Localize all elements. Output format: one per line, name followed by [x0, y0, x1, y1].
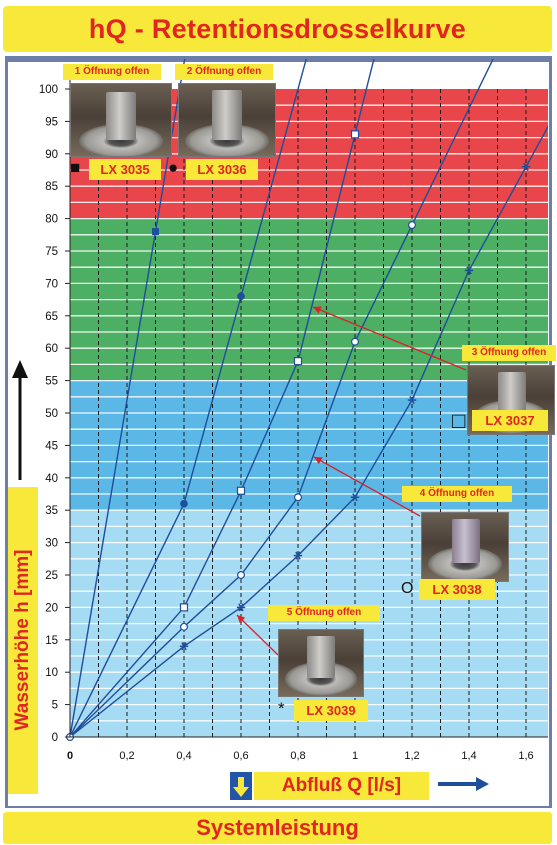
legend-symbol-lx3035: ■ [70, 158, 81, 177]
down-arrow-icon [233, 777, 249, 797]
series-line-lx3037 [70, 59, 375, 737]
photo-lx3039 [278, 629, 364, 697]
legend-symbol-lx3037: □ [452, 408, 466, 433]
data-point-lx3036 [180, 499, 188, 508]
y-tick-label: 50 [45, 408, 58, 420]
x-tick-label: 0,6 [233, 750, 248, 762]
callout-arrow-5 [236, 614, 279, 656]
y-tick-label: 0 [52, 732, 58, 744]
legend-symbol-lx3039: * [278, 699, 285, 718]
data-point-lx3039 [407, 396, 417, 405]
y-tick-label: 5 [52, 700, 58, 712]
y-tick-label: 100 [39, 84, 58, 96]
data-point-lx3039 [293, 551, 303, 560]
legend-lx3037: LX 3037 [472, 410, 548, 431]
y-tick-label: 10 [45, 667, 58, 679]
y-tick-label: 90 [45, 149, 58, 161]
data-point-lx3039 [236, 603, 246, 612]
asterisk-stroke [352, 493, 358, 502]
down-arrow-box [230, 772, 252, 800]
y-tick-label: 85 [45, 181, 58, 193]
asterisk-stroke [238, 603, 244, 612]
y-axis-label: Wasserhöhe h [mm] [12, 549, 33, 731]
series-line-lx3036 [70, 59, 307, 737]
footer-label: Systemleistung [196, 815, 359, 840]
x-axis-label-box [254, 772, 429, 800]
callout-arrow-3 [312, 306, 467, 371]
label-opening-2: 2 Öffnung offen [175, 64, 273, 80]
title-bar: hQ - Retentionsdrosselkurve [3, 6, 552, 52]
y-axis-label-box [8, 487, 38, 794]
asterisk-stroke [409, 396, 415, 405]
legend-symbol-lx3036: ● [168, 158, 179, 177]
y-tick-label: 70 [45, 278, 58, 290]
data-point-lx3039 [350, 493, 360, 502]
data-point-lx3037 [293, 357, 303, 366]
y-tick-label: 35 [45, 505, 58, 517]
x-tick-label: 0,2 [119, 750, 134, 762]
x-tick-label: 0,8 [290, 750, 305, 762]
y-tick-label: 25 [45, 570, 58, 582]
x-tick-label: 1 [352, 750, 358, 762]
data-point-lx3037 [350, 130, 360, 139]
callout-arrow-4 [313, 456, 421, 517]
legend-lx3038: LX 3038 [419, 579, 495, 600]
photo-lx3036 [178, 83, 276, 157]
data-point-lx3038 [408, 221, 417, 230]
x-tick-label: 0,4 [176, 750, 191, 762]
y-tick-label: 65 [45, 311, 58, 323]
x-tick-label: 1,2 [404, 750, 419, 762]
y-tick-label: 30 [45, 538, 58, 550]
photo-lx3035 [70, 83, 172, 157]
legend-lx3035: LX 3035 [89, 159, 161, 180]
x-axis-label: Abfluß Q [l/s] [281, 775, 402, 796]
legend-lx3039: LX 3039 [294, 700, 368, 721]
data-point-lx3039 [179, 642, 189, 651]
legend-symbol-lx3038: O [401, 580, 414, 597]
data-point-lx3039 [464, 266, 474, 275]
up-arrow-head-icon [12, 360, 28, 378]
chart-title: hQ - Retentionsdrosselkurve [88, 14, 467, 44]
legend-lx3036: LX 3036 [186, 159, 258, 180]
label-opening-5: 5 Öffnung offen [268, 605, 380, 621]
x-tick-label: 1,6 [518, 750, 533, 762]
data-point-lx3038 [180, 622, 189, 631]
photo-lx3038 [421, 512, 509, 582]
y-tick-label: 75 [45, 246, 58, 258]
data-point-lx3039 [521, 162, 531, 171]
data-point-lx3037 [236, 486, 246, 495]
asterisk-stroke [295, 551, 301, 560]
data-point-lx3037 [179, 603, 189, 612]
label-opening-4: 4 Öffnung offen [402, 486, 512, 502]
y-tick-label: 20 [45, 602, 58, 614]
y-tick-label: 15 [45, 635, 58, 647]
asterisk-stroke [181, 642, 187, 651]
y-tick-label: 40 [45, 473, 58, 485]
data-point-lx3035 [152, 228, 159, 236]
x-tick-label: 0 [67, 750, 73, 762]
right-arrow-head-icon [476, 777, 489, 791]
y-tick-label: 55 [45, 376, 58, 388]
y-tick-label: 60 [45, 343, 58, 355]
label-opening-1: 1 Öffnung offen [63, 64, 161, 80]
data-point-lx3038 [237, 570, 246, 579]
x-tick-label: 1,4 [461, 750, 476, 762]
asterisk-stroke [466, 266, 472, 275]
y-tick-label: 80 [45, 214, 58, 226]
y-tick-label: 95 [45, 116, 58, 128]
data-point-lx3038 [351, 337, 360, 346]
data-point-lx3036 [237, 292, 245, 301]
data-point-lx3038 [294, 493, 303, 502]
y-tick-label: 45 [45, 440, 58, 452]
asterisk-stroke [523, 162, 529, 171]
footer-bar: Systemleistung [3, 812, 552, 844]
label-opening-3: 3 Öffnung offen [462, 345, 556, 361]
